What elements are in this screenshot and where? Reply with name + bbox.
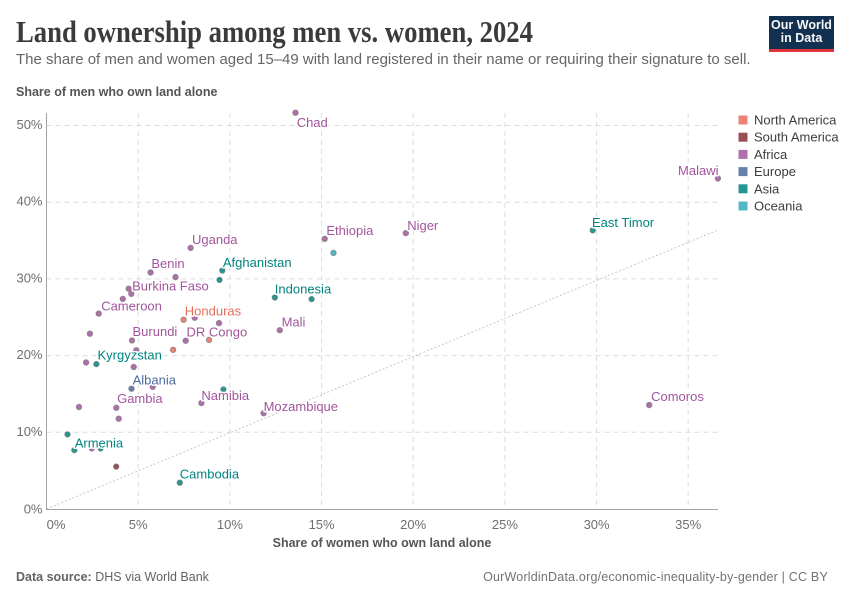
svg-text:Share of women who own land al: Share of women who own land alone bbox=[273, 536, 492, 550]
svg-text:DR Congo: DR Congo bbox=[187, 325, 248, 340]
svg-text:Chad: Chad bbox=[297, 115, 328, 130]
svg-text:10%: 10% bbox=[217, 517, 243, 532]
svg-text:Asia: Asia bbox=[754, 181, 780, 196]
svg-text:Malawi: Malawi bbox=[678, 163, 719, 178]
svg-text:35%: 35% bbox=[675, 517, 701, 532]
svg-text:Mozambique: Mozambique bbox=[264, 399, 338, 414]
svg-text:Burkina Faso: Burkina Faso bbox=[132, 279, 209, 294]
svg-text:Uganda: Uganda bbox=[192, 232, 238, 247]
svg-text:Africa: Africa bbox=[754, 147, 788, 162]
svg-text:15%: 15% bbox=[309, 517, 335, 532]
svg-text:50%: 50% bbox=[16, 117, 42, 132]
svg-text:30%: 30% bbox=[584, 517, 610, 532]
svg-text:Kyrgyzstan: Kyrgyzstan bbox=[98, 347, 162, 362]
svg-text:Comoros: Comoros bbox=[651, 389, 704, 404]
svg-text:Gambia: Gambia bbox=[117, 391, 163, 406]
svg-text:Mali: Mali bbox=[282, 315, 306, 330]
svg-text:Ethiopia: Ethiopia bbox=[326, 223, 374, 238]
svg-text:Indonesia: Indonesia bbox=[275, 282, 332, 297]
svg-text:30%: 30% bbox=[16, 270, 42, 285]
svg-text:20%: 20% bbox=[400, 517, 426, 532]
svg-text:Benin: Benin bbox=[151, 256, 184, 271]
svg-text:Namibia: Namibia bbox=[201, 388, 249, 403]
svg-text:5%: 5% bbox=[129, 517, 148, 532]
svg-text:40%: 40% bbox=[16, 194, 42, 209]
svg-text:Armenia: Armenia bbox=[75, 435, 124, 450]
svg-text:North America: North America bbox=[754, 113, 837, 128]
svg-text:Burundi: Burundi bbox=[133, 324, 178, 339]
svg-text:20%: 20% bbox=[16, 347, 42, 362]
svg-text:East Timor: East Timor bbox=[592, 215, 655, 230]
svg-text:Afghanistan: Afghanistan bbox=[223, 255, 292, 270]
svg-text:South America: South America bbox=[754, 130, 839, 145]
svg-text:Oceania: Oceania bbox=[754, 199, 803, 214]
svg-text:Honduras: Honduras bbox=[185, 303, 242, 318]
svg-text:Niger: Niger bbox=[407, 218, 439, 233]
svg-text:Europe: Europe bbox=[754, 164, 796, 179]
svg-text:Albania: Albania bbox=[133, 372, 177, 387]
svg-text:0%: 0% bbox=[24, 502, 43, 517]
svg-text:0%: 0% bbox=[47, 517, 66, 532]
svg-text:Cambodia: Cambodia bbox=[180, 466, 240, 481]
svg-text:10%: 10% bbox=[16, 424, 42, 439]
svg-text:Cameroon: Cameroon bbox=[101, 298, 162, 313]
svg-text:25%: 25% bbox=[492, 517, 518, 532]
